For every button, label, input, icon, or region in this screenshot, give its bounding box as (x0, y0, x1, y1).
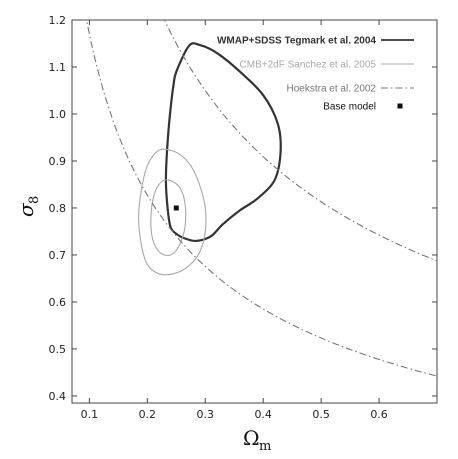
legend-label: Hoekstra et al. 2002 (287, 84, 377, 95)
x-tick-label: 0.4 (254, 408, 272, 421)
series-contour (150, 179, 187, 256)
legend-marker-swatch (397, 103, 403, 109)
series-curve (85, 20, 437, 377)
series-curve (163, 20, 437, 262)
y-tick-label: 0.5 (49, 343, 67, 356)
x-axis-label: Ω (243, 426, 260, 450)
legend-label: WMAP+SDSS Tegmark et al. 2004 (217, 36, 376, 47)
y-axis-label-subscript: 8 (27, 196, 42, 204)
legend-label: CMB+2dF Sanchez et al. 2005 (240, 60, 377, 71)
series-contour (164, 42, 282, 243)
y-tick-label: 1.2 (49, 14, 67, 27)
base-model-marker (173, 205, 179, 211)
y-tick-label: 0.9 (49, 155, 67, 168)
y-axis-label: σ (14, 202, 38, 217)
y-tick-label: 0.7 (49, 249, 67, 262)
x-tick-label: 0.5 (312, 408, 330, 421)
y-axis-ticks: 0.4 0.5 0.6 0.7 0.8 0.9 1.0 1.1 1.2 (49, 14, 437, 403)
y-tick-label: 0.4 (49, 390, 67, 403)
x-tick-label: 0.1 (81, 408, 99, 421)
legend: WMAP+SDSS Tegmark et al. 2004 CMB+2dF San… (217, 36, 414, 113)
y-tick-label: 0.8 (49, 202, 67, 215)
x-tick-label: 0.2 (139, 408, 157, 421)
x-axis-label-subscript: m (259, 439, 271, 454)
markers-layer (173, 205, 179, 211)
series-layer (85, 20, 437, 377)
series-contour (138, 148, 207, 276)
plot-frame (71, 19, 438, 404)
y-tick-label: 1.0 (49, 108, 67, 121)
y-tick-label: 1.1 (49, 61, 67, 74)
x-tick-label: 0.3 (197, 408, 215, 421)
x-axis-ticks: 0.1 0.2 0.3 0.4 0.5 0.6 (81, 20, 388, 421)
y-tick-label: 0.6 (49, 296, 67, 309)
legend-label: Base model (323, 102, 376, 113)
x-tick-label: 0.6 (370, 408, 388, 421)
